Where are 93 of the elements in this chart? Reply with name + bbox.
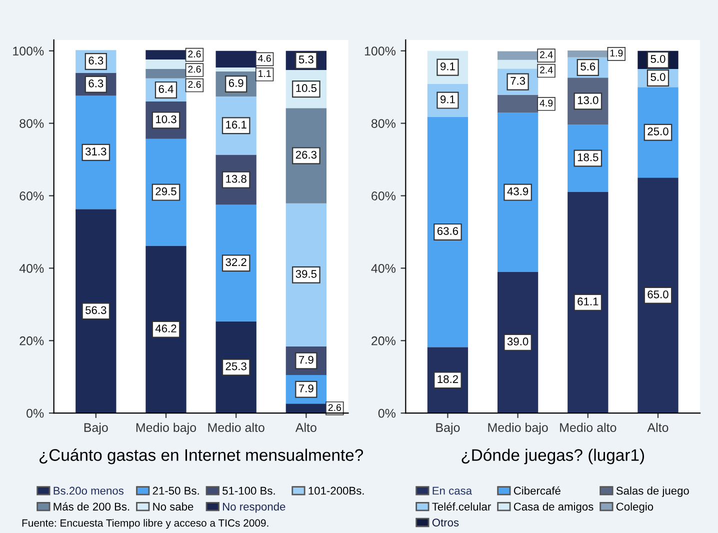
legend-label: Más de 200 Bs. bbox=[54, 502, 130, 511]
data-label: 6.3 bbox=[88, 79, 104, 88]
data-label: 61.1 bbox=[578, 298, 598, 306]
y-tick-label: 40% bbox=[371, 264, 396, 273]
x-tick-label: Alto bbox=[295, 422, 316, 432]
data-label: 7.9 bbox=[299, 356, 314, 364]
data-label: 5.3 bbox=[298, 56, 314, 64]
bar bbox=[427, 116, 468, 348]
bar bbox=[216, 204, 256, 322]
data-label: 1.1 bbox=[258, 70, 271, 77]
x-tick-label: Medio alto bbox=[560, 422, 616, 432]
y-tick-label: 20% bbox=[20, 336, 44, 346]
data-label: 1.9 bbox=[610, 50, 623, 57]
legend-label: Cibercafé bbox=[514, 486, 560, 495]
data-label: 39.0 bbox=[507, 338, 528, 346]
legend-label: Teléf.celular bbox=[432, 502, 491, 511]
legend-label: No sabe bbox=[153, 502, 194, 511]
legend-label: Otros bbox=[432, 518, 459, 526]
text: En casa bbox=[432, 486, 472, 495]
text: ¿Dónde juegas? (lugar1) bbox=[462, 448, 644, 464]
y-tick-label: 60% bbox=[372, 192, 396, 200]
legend-label: Colegio bbox=[616, 502, 654, 513]
data-label: 7.9 bbox=[299, 384, 314, 392]
data-label: 18.5 bbox=[578, 153, 598, 162]
bar bbox=[497, 112, 538, 272]
data-label: 2.6 bbox=[188, 80, 201, 88]
legend-label: 101-200Bs. bbox=[308, 486, 364, 495]
data-label: 5.0 bbox=[650, 73, 666, 81]
legend-label: Salas de juego bbox=[616, 486, 689, 497]
data-label: 2.6 bbox=[328, 404, 341, 411]
data-label: 10.3 bbox=[156, 115, 176, 124]
bar bbox=[638, 178, 678, 414]
bar bbox=[76, 209, 116, 414]
legend-label: Casa de amigos bbox=[514, 502, 594, 513]
data-label: 4.9 bbox=[540, 100, 553, 107]
bar bbox=[146, 246, 186, 414]
data-label: 25.0 bbox=[648, 127, 668, 136]
data-label: 9.1 bbox=[440, 95, 455, 104]
y-tick-label: 40% bbox=[19, 264, 44, 273]
data-label: 56.3 bbox=[86, 306, 106, 314]
data-label: 18.2 bbox=[438, 375, 458, 384]
data-label: 4.6 bbox=[258, 54, 271, 62]
text: ¿Cuánto gastas en Internet mensualmente? bbox=[40, 448, 364, 464]
bar bbox=[76, 96, 116, 210]
x-tick-label: Medio bajo bbox=[488, 422, 548, 434]
bar bbox=[286, 203, 326, 346]
x-tick-label: Bajo bbox=[84, 422, 108, 434]
source-note: Fuente: Encuesta Tiempo libre y acceso a TICs 2009. bbox=[22, 519, 268, 529]
data-label: 5.6 bbox=[580, 62, 596, 70]
bar bbox=[568, 192, 608, 414]
data-label: 6.9 bbox=[228, 79, 244, 87]
data-label: 43.9 bbox=[507, 187, 528, 196]
data-label: 26.3 bbox=[296, 150, 316, 159]
x-tick-label: Medio bajo bbox=[136, 422, 196, 434]
data-label: 25.3 bbox=[226, 362, 246, 370]
data-label: 2.4 bbox=[540, 66, 553, 74]
x-tick-label: Alto bbox=[647, 422, 668, 432]
data-label: 7.3 bbox=[510, 76, 526, 85]
data-label: 2.4 bbox=[540, 51, 553, 58]
data-label: 65.0 bbox=[648, 290, 668, 298]
data-label: 16.1 bbox=[226, 120, 246, 129]
bar bbox=[216, 68, 256, 72]
y-tick-label: 100% bbox=[364, 46, 396, 56]
legend-label: 51-100 Bs. bbox=[222, 486, 275, 495]
data-label: 63.6 bbox=[437, 227, 458, 235]
data-label: 39.5 bbox=[296, 270, 317, 278]
data-label: 2.6 bbox=[188, 66, 201, 73]
data-label: 46.2 bbox=[155, 324, 176, 332]
data-label: 32.2 bbox=[226, 258, 246, 266]
data-label: 13.8 bbox=[226, 174, 246, 183]
y-tick-label: 20% bbox=[372, 336, 396, 346]
legend-label: 21-50 Bs. bbox=[152, 486, 199, 495]
y-tick-label: 80% bbox=[371, 119, 396, 128]
y-tick-label: 100% bbox=[13, 46, 44, 56]
data-label: 13.0 bbox=[578, 96, 598, 104]
data-label: 5.0 bbox=[650, 55, 666, 63]
data-label: 29.5 bbox=[156, 187, 176, 196]
y-tick-label: 0% bbox=[26, 408, 44, 418]
data-label: 6.4 bbox=[158, 85, 174, 93]
data-label: 6.3 bbox=[88, 56, 104, 65]
bar bbox=[146, 138, 186, 246]
legend-label: No responde bbox=[222, 502, 286, 513]
legend-label: Bs.20o menos bbox=[54, 486, 124, 495]
bar bbox=[497, 272, 538, 414]
data-label: 10.5 bbox=[296, 84, 317, 92]
x-tick-label: Medio alto bbox=[208, 422, 264, 432]
x-tick-label: Bajo bbox=[436, 422, 460, 434]
y-tick-label: 60% bbox=[20, 192, 44, 200]
y-tick-label: 0% bbox=[378, 408, 396, 418]
data-label: 2.6 bbox=[188, 50, 201, 58]
data-label: 31.3 bbox=[86, 148, 106, 156]
y-tick-label: 80% bbox=[20, 119, 44, 128]
data-label: 9.1 bbox=[440, 62, 455, 70]
